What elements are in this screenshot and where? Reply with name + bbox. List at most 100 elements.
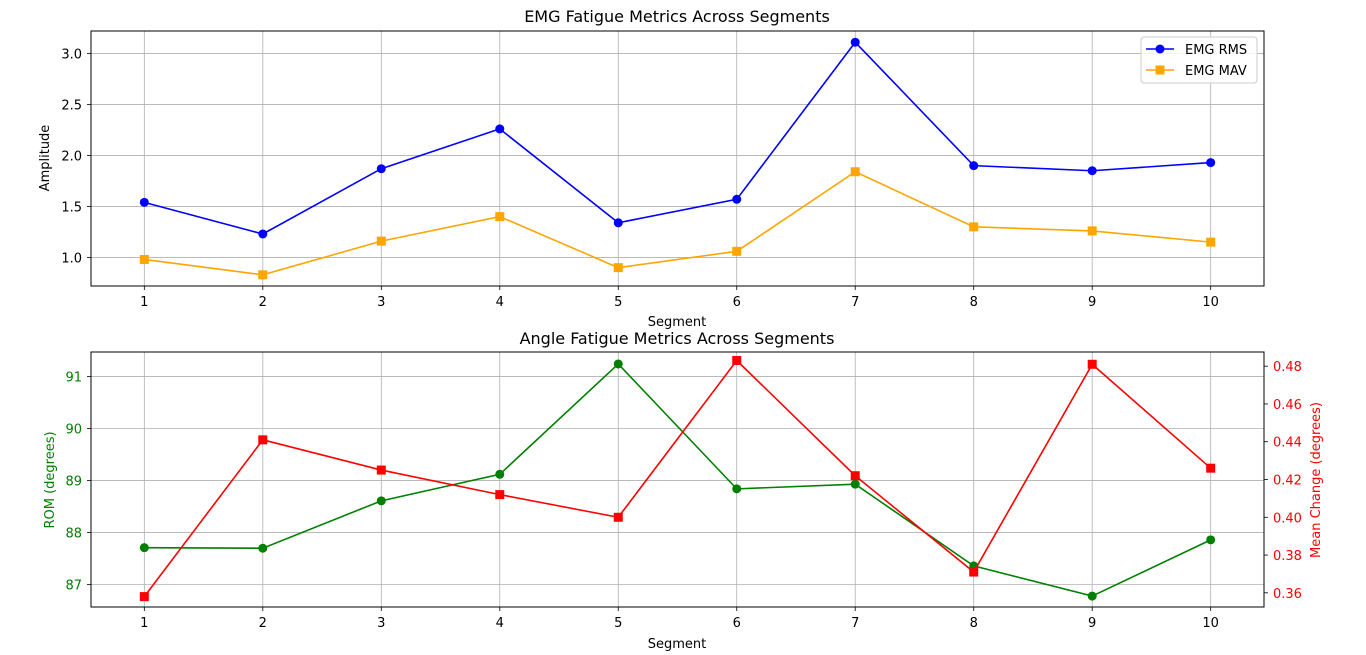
left-y-tick-label: 90 [65, 423, 82, 438]
emg-chart-y-label: Amplitude [38, 125, 53, 192]
angle-chart-right-y-ticks: 0.36 0.38 0.40 0.42 0.44 0.46 0.48 [1264, 360, 1302, 602]
data-point-emg-rms [850, 37, 860, 47]
x-tick-label: 8 [970, 295, 978, 310]
data-point-rom [495, 469, 505, 479]
right-y-tick-label: 0.38 [1273, 549, 1302, 564]
emg-chart-x-ticks: 1 2 3 4 5 6 7 8 9 10 [140, 286, 1219, 310]
x-tick-label: 4 [496, 616, 504, 631]
data-point-mean-change [969, 567, 979, 577]
data-point-emg-rms [969, 161, 979, 171]
data-point-emg-rms [613, 218, 623, 228]
angle-chart-grid [91, 352, 1264, 607]
angle-chart-x-ticks: 1 2 3 4 5 6 7 8 9 10 [140, 607, 1219, 631]
data-point-mean-change [376, 465, 386, 475]
x-tick-label: 7 [851, 295, 859, 310]
right-y-tick-label: 0.40 [1273, 511, 1302, 526]
data-point-emg-mav [1206, 237, 1216, 247]
legend-mav-marker [1155, 65, 1165, 75]
y-tick-label: 3.0 [61, 47, 82, 62]
data-point-rom [732, 484, 742, 494]
x-tick-label: 10 [1202, 616, 1219, 631]
data-point-emg-mav [732, 246, 742, 256]
left-y-tick-label: 88 [65, 527, 82, 542]
right-y-tick-label: 0.48 [1273, 360, 1302, 375]
x-tick-label: 5 [614, 616, 622, 631]
angle-chart-right-y-label: Mean Change (degrees) [1309, 402, 1324, 558]
data-point-mean-change [1087, 359, 1097, 369]
x-tick-label: 8 [970, 616, 978, 631]
series-line-emg-rms [144, 40, 1211, 235]
data-point-mean-change [139, 592, 149, 602]
emg-chart-plot-frame [90, 30, 1265, 287]
data-point-mean-change [495, 490, 505, 500]
emg-chart-y-ticks: 1.0 1.5 2.0 2.5 3.0 [61, 47, 91, 266]
angle-chart-plot-frame [90, 351, 1265, 608]
data-point-emg-rms [258, 229, 268, 239]
angle-chart-left-y-label: ROM (degrees) [43, 431, 58, 528]
emg-chart-x-label: Segment [648, 315, 707, 330]
data-point-rom [850, 479, 860, 489]
series-line-emg-mav [144, 170, 1211, 276]
right-y-tick-label: 0.42 [1273, 474, 1302, 489]
angle-chart-series [139, 356, 1216, 602]
data-point-emg-rms [1206, 158, 1216, 168]
legend-rms-label: EMG RMS [1185, 43, 1247, 58]
data-point-emg-rms [732, 194, 742, 204]
data-point-emg-mav [969, 222, 979, 232]
emg-chart-title: EMG Fatigue Metrics Across Segments [524, 7, 830, 26]
data-point-emg-mav [139, 254, 149, 264]
emg-chart-grid [91, 31, 1264, 286]
x-tick-label: 2 [259, 616, 267, 631]
x-tick-label: 6 [733, 616, 741, 631]
angle-chart-x-label: Segment [648, 637, 707, 652]
x-tick-label: 1 [140, 616, 148, 631]
data-point-emg-rms [495, 124, 505, 134]
emg-chart-legend: EMG RMS EMG MAV [1140, 36, 1258, 84]
x-tick-label: 10 [1202, 295, 1219, 310]
data-point-rom [613, 359, 623, 369]
data-point-rom [376, 496, 386, 506]
data-point-mean-change [850, 471, 860, 481]
data-point-mean-change [732, 356, 742, 365]
right-y-tick-label: 0.46 [1273, 398, 1302, 413]
data-point-emg-rms [376, 164, 386, 174]
data-point-emg-mav [850, 167, 860, 177]
data-point-mean-change [613, 512, 623, 522]
data-point-rom [258, 543, 268, 553]
data-point-emg-rms [1087, 166, 1097, 176]
x-tick-label: 9 [1088, 295, 1096, 310]
emg-chart: EMG Fatigue Metrics Across Segments 1 2 3 4… [38, 7, 1265, 330]
data-point-emg-mav [376, 236, 386, 246]
x-tick-label: 3 [377, 616, 385, 631]
data-point-emg-mav [1087, 226, 1097, 236]
angle-chart: Angle Fatigue Metrics Across Segments 1 2… [43, 329, 1324, 652]
left-y-tick-label: 87 [65, 579, 82, 594]
x-tick-label: 3 [377, 295, 385, 310]
x-tick-label: 1 [140, 295, 148, 310]
y-tick-label: 1.5 [61, 200, 82, 215]
data-point-emg-rms [139, 197, 149, 207]
series-line-rom [144, 362, 1212, 597]
data-point-rom [1087, 591, 1097, 601]
x-tick-label: 4 [496, 295, 504, 310]
x-tick-label: 2 [259, 295, 267, 310]
angle-chart-title: Angle Fatigue Metrics Across Segments [520, 329, 835, 348]
left-y-tick-label: 91 [65, 370, 82, 385]
y-tick-label: 1.0 [61, 251, 82, 266]
legend-rms-marker [1155, 44, 1165, 54]
x-tick-label: 7 [851, 616, 859, 631]
data-point-mean-change [1206, 463, 1216, 473]
data-point-mean-change [258, 435, 268, 445]
y-tick-label: 2.5 [61, 98, 82, 113]
right-y-tick-label: 0.44 [1273, 436, 1302, 451]
data-point-emg-mav [495, 212, 505, 222]
emg-chart-series [139, 37, 1216, 280]
x-tick-label: 9 [1088, 616, 1096, 631]
series-line-mean-change [143, 359, 1212, 598]
legend-mav-label: EMG MAV [1185, 64, 1247, 79]
angle-chart-left-y-ticks: 87 88 89 90 91 [65, 370, 91, 594]
data-point-emg-mav [613, 263, 623, 273]
data-point-rom [1206, 535, 1216, 545]
x-tick-label: 5 [614, 295, 622, 310]
y-tick-label: 2.0 [61, 149, 82, 164]
